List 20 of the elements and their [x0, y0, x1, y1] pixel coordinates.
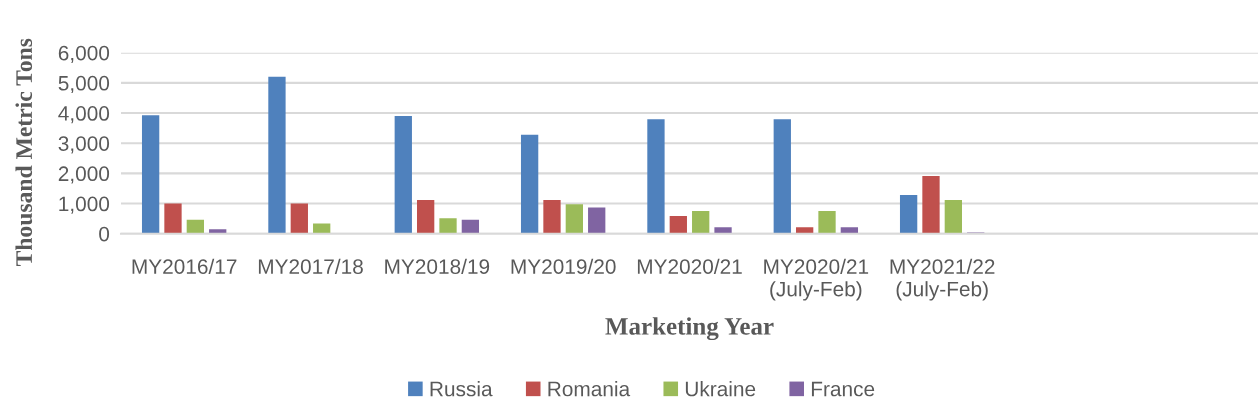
legend-label: Romania [548, 381, 631, 397]
y-tick-label: 4,000 [58, 106, 110, 124]
x-tick-label: MY2020/21 (July-Feb) [764, 258, 869, 301]
x-tick-label: MY2021/22 (July-Feb) [890, 258, 995, 301]
legend-label: Ukraine [685, 381, 756, 397]
y-tick-label: 3,000 [58, 136, 110, 154]
y-tick-label: 2,000 [58, 166, 110, 184]
y-tick-label: 5,000 [58, 75, 110, 94]
y-axis-title: Thousand Metric Tons [15, 38, 33, 267]
x-tick-label: MY2018/19 [385, 258, 490, 274]
y-tick-label: 0 [99, 226, 110, 242]
legend-label: Russia [430, 381, 493, 397]
x-tick-label: MY2016/17 [132, 258, 237, 274]
x-axis-title: Marketing Year [605, 317, 774, 341]
y-tick-label: 6,000 [58, 45, 110, 63]
x-tick-label: MY2020/21 [637, 258, 742, 274]
x-tick-label: MY2019/20 [511, 258, 616, 274]
legend-label: France [811, 381, 875, 397]
x-tick-label: MY2017/18 [258, 258, 363, 274]
y-tick-label: 1,000 [59, 196, 110, 214]
